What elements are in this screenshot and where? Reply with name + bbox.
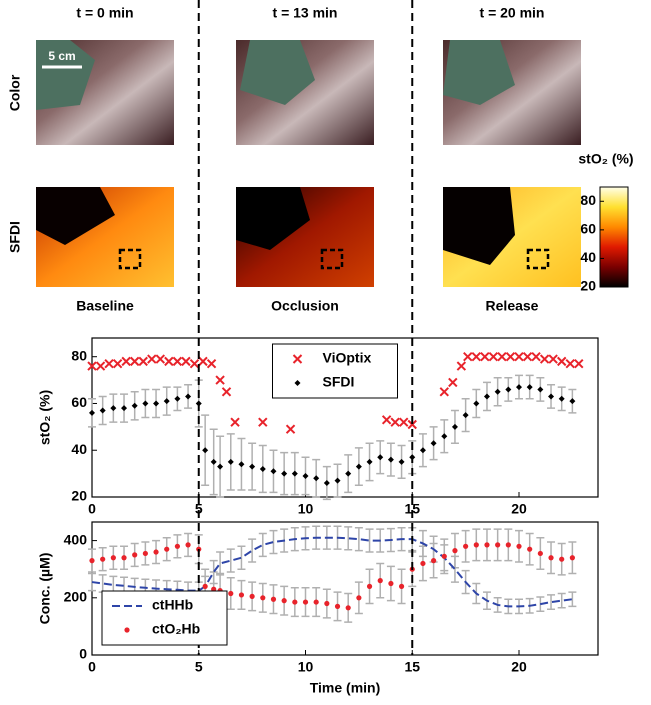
scale-bar-label: 5 cm [48, 49, 75, 63]
marker [548, 555, 553, 560]
marker [153, 549, 158, 554]
marker [324, 601, 329, 606]
legend-label: ViOptix [323, 350, 372, 366]
marker [420, 561, 425, 566]
marker [175, 544, 180, 549]
marker [239, 592, 244, 597]
x-tick-label: 20 [511, 659, 527, 675]
row-label: SFDI [7, 221, 23, 253]
marker [356, 595, 361, 600]
colorbar [600, 187, 628, 287]
marker [260, 595, 265, 600]
marker [559, 557, 564, 562]
time-label: t = 13 min [273, 5, 338, 21]
y-axis-label: stO₂ (%) [37, 390, 53, 445]
y-tick-label: 400 [64, 531, 88, 547]
y-axis-label: Conc. (µM) [37, 553, 53, 625]
marker [185, 542, 190, 547]
marker [431, 558, 436, 563]
marker [570, 555, 575, 560]
marker [367, 584, 372, 589]
marker [314, 599, 319, 604]
y-tick-label: 20 [71, 488, 87, 504]
marker [506, 542, 511, 547]
row-label: Color [7, 74, 23, 111]
marker [143, 551, 148, 556]
colorbar-title: stO₂ (%) [578, 151, 633, 167]
marker [292, 599, 297, 604]
x-tick-label: 0 [88, 659, 96, 675]
marker [346, 605, 351, 610]
marker [164, 547, 169, 552]
marker [538, 551, 543, 556]
marker [121, 555, 126, 560]
marker [335, 604, 340, 609]
colorbar-tick-label: 60 [580, 221, 596, 237]
x-tick-label: 0 [88, 501, 96, 517]
y-tick-label: 80 [71, 347, 87, 363]
marker [484, 542, 489, 547]
marker [378, 578, 383, 583]
x-tick-label: 10 [298, 659, 314, 675]
marker [399, 584, 404, 589]
legend-label: SFDI [323, 374, 355, 390]
condition-label: Occlusion [271, 298, 339, 314]
colorbar-tick-label: 80 [580, 192, 596, 208]
figure: t = 0 min t = 13 min t = 20 min Color SF… [0, 0, 651, 705]
y-tick-label: 0 [79, 646, 87, 662]
x-axis-label: Time (min) [310, 680, 381, 696]
y-tick-label: 60 [71, 394, 87, 410]
marker [111, 555, 116, 560]
legend-label: ctO₂Hb [152, 621, 200, 637]
marker [228, 591, 233, 596]
marker [132, 552, 137, 557]
time-label: t = 0 min [76, 5, 133, 21]
y-tick-label: 200 [64, 588, 88, 604]
marker [527, 547, 532, 552]
colorbar-tick-label: 20 [580, 278, 596, 294]
marker [442, 554, 447, 559]
marker [89, 558, 94, 563]
photos: 5 cm [36, 40, 581, 287]
marker [388, 581, 393, 586]
time-label: t = 20 min [480, 5, 545, 21]
x-tick-label: 10 [298, 501, 314, 517]
marker [203, 584, 208, 589]
marker [282, 598, 287, 603]
marker [250, 594, 255, 599]
marker [452, 548, 457, 553]
marker [303, 599, 308, 604]
legend-swatch [124, 627, 129, 632]
x-tick-label: 20 [511, 501, 527, 517]
marker [271, 597, 276, 602]
legend-label: ctHHb [152, 597, 193, 613]
marker [516, 544, 521, 549]
marker [463, 544, 468, 549]
condition-label: Baseline [76, 298, 134, 314]
y-tick-label: 40 [71, 441, 87, 457]
marker [495, 542, 500, 547]
x-tick-label: 5 [195, 659, 203, 675]
condition-label: Release [486, 298, 539, 314]
marker [474, 542, 479, 547]
x-tick-label: 15 [404, 659, 420, 675]
marker [100, 557, 105, 562]
colorbar-tick-label: 40 [580, 249, 596, 265]
